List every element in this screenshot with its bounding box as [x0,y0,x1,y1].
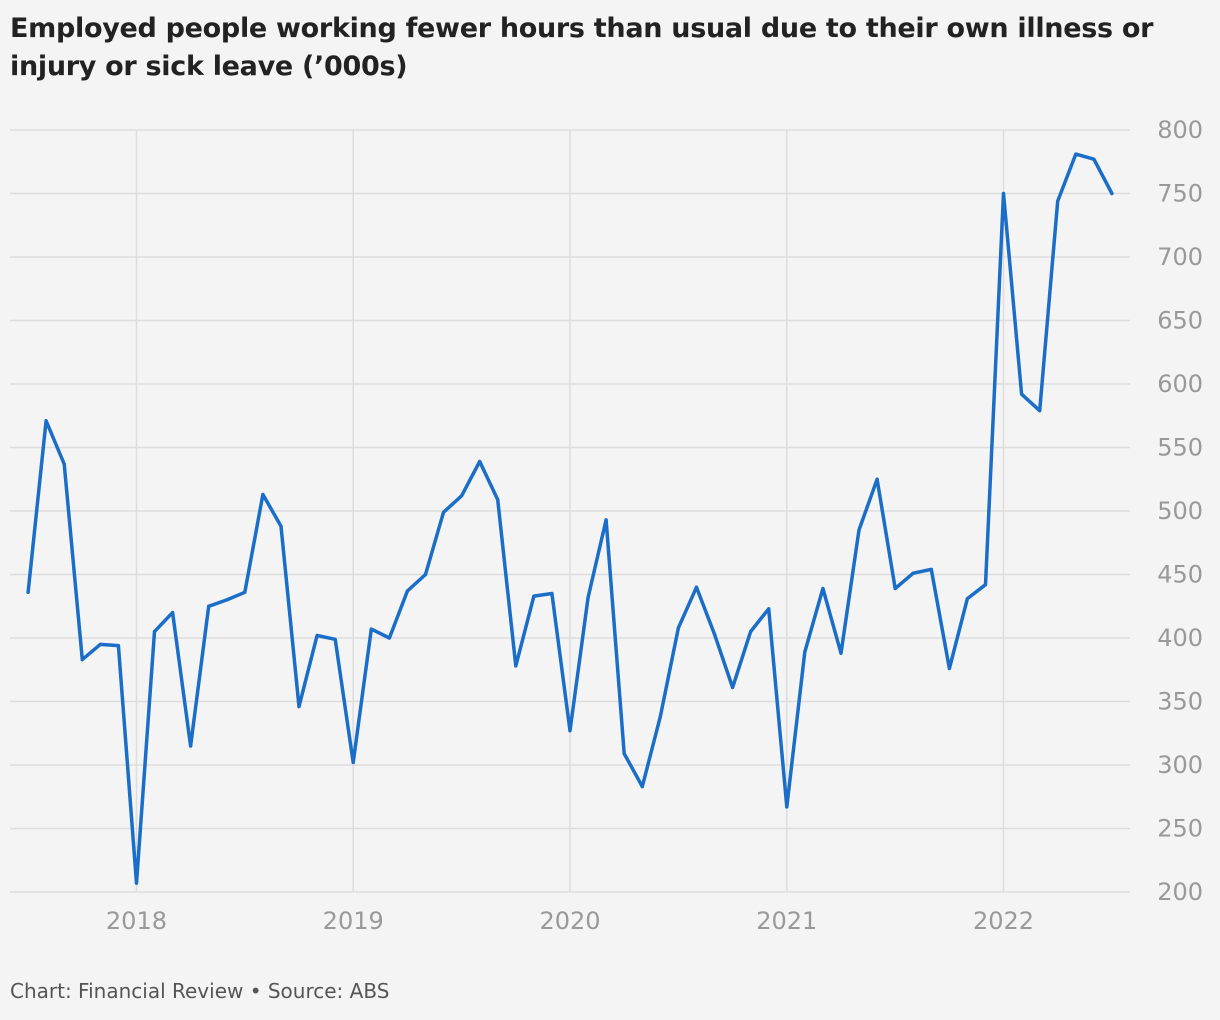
data-point-2022-03 [1038,409,1042,413]
data-point-2021-02 [803,650,807,654]
data-point-2022-02 [1020,392,1024,396]
series-group [26,152,1114,885]
data-point-2020-10 [730,685,735,690]
data-point-2020-01 [568,729,572,733]
data-point-2021-08 [911,571,915,575]
data-point-2018-02 [152,630,157,634]
x-axis-ticks: 2018 2019 2020 2021 2022 [106,907,1034,935]
data-point-2019-04 [405,589,410,593]
vertical-gridlines [135,130,1005,892]
data-point-2017-07 [26,590,30,594]
data-point-2021-01 [785,805,789,809]
data-point-2021-03 [821,586,825,591]
y-tick-label-450: 450 [1157,561,1203,589]
y-tick-label-300: 300 [1157,751,1203,779]
y-tick-label-400: 400 [1157,624,1203,652]
data-point-2017-10 [80,657,84,662]
chart-title: Employed people working fewer hours than… [10,13,1154,82]
data-point-2018-04 [189,744,193,748]
data-point-2021-11 [965,597,970,601]
data-point-2022-04 [1056,199,1060,203]
data-point-2020-11 [749,630,753,634]
data-point-2021-04 [839,651,843,655]
x-tick-label-2022: 2022 [973,907,1034,935]
data-point-2020-02 [586,595,590,599]
data-point-2021-06 [875,477,879,481]
data-point-2019-08 [478,459,482,464]
data-point-2020-12 [767,607,771,611]
data-point-2018-03 [170,611,175,615]
data-point-2022-06 [1092,157,1096,161]
data-point-2017-11 [98,642,102,646]
data-point-2018-06 [225,598,229,602]
x-tick-label-2018: 2018 [106,907,167,935]
y-tick-label-700: 700 [1157,243,1203,271]
data-point-2021-12 [983,583,988,587]
data-point-2020-09 [712,632,717,636]
y-tick-label-350: 350 [1157,688,1203,716]
y-tick-label-250: 250 [1157,815,1203,843]
data-point-2021-09 [929,567,933,572]
data-point-2021-05 [857,528,861,532]
data-point-2019-06 [441,510,446,514]
data-point-2021-10 [947,666,951,671]
data-point-2018-01 [134,881,139,885]
data-point-2022-07 [1110,191,1114,196]
x-tick-label-2021: 2021 [756,907,817,935]
y-tick-label-200: 200 [1157,878,1203,906]
data-point-2018-09 [279,524,283,528]
data-point-2018-11 [315,633,319,638]
data-point-2019-03 [387,636,391,640]
y-tick-label-650: 650 [1157,307,1203,335]
data-point-2020-03 [604,518,608,522]
data-point-2020-08 [694,585,699,589]
y-axis-ticks: 200 250 300 350 400 450 500 550 600 650 700 750 800 [1157,116,1203,906]
data-point-2021-07 [893,586,897,591]
data-point-2020-06 [658,715,662,719]
data-point-2018-05 [207,604,211,608]
data-point-2019-10 [514,664,518,668]
y-tick-label-550: 550 [1157,434,1203,462]
line-chart: 200250300350400450500550600650700750800 … [10,116,1203,935]
data-point-2022-05 [1074,152,1078,156]
y-tick-label-750: 750 [1157,180,1203,208]
x-tick-label-2020: 2020 [539,907,600,935]
data-point-2019-12 [550,591,554,596]
data-point-2017-12 [116,644,120,648]
data-point-2022-01 [1001,191,1006,196]
data-point-2017-09 [62,462,66,466]
data-point-2019-02 [369,627,373,631]
data-point-2020-04 [622,751,626,756]
data-point-2019-05 [423,572,428,577]
source-footer: Chart: Financial Review • Source: ABS [10,979,390,1003]
y-tick-label-600: 600 [1157,370,1203,398]
data-point-2020-07 [676,626,680,630]
data-point-2020-05 [640,784,644,789]
y-tick-label-800: 800 [1157,116,1203,144]
data-point-2019-11 [532,594,536,598]
y-tick-label-500: 500 [1157,497,1203,525]
data-point-2019-07 [460,494,464,498]
data-point-2018-12 [333,637,337,641]
data-point-2018-10 [297,704,301,709]
data-point-2019-01 [351,760,355,765]
data-point-2019-09 [496,497,500,502]
data-point-2018-08 [261,492,265,497]
x-tick-label-2019: 2019 [323,907,384,935]
data-point-2018-07 [243,590,247,594]
data-point-2017-08 [44,419,48,423]
